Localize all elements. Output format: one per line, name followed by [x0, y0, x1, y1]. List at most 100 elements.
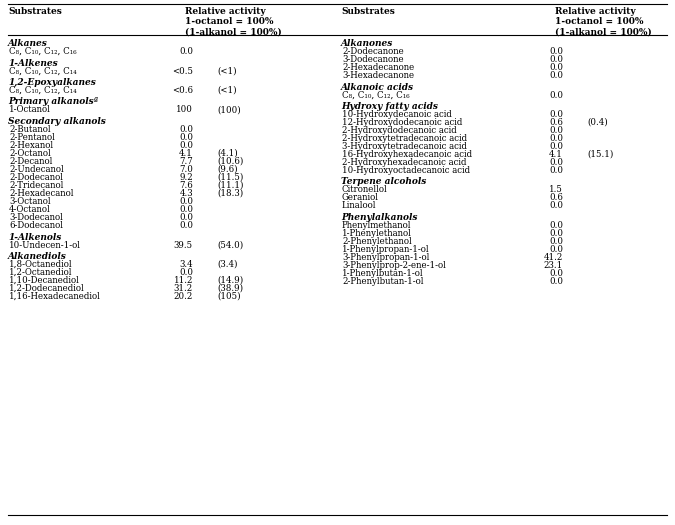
Text: 2-Octanol: 2-Octanol — [9, 149, 51, 158]
Text: 0.0: 0.0 — [179, 141, 193, 150]
Text: 2-Hydroxytetradecanoic acid: 2-Hydroxytetradecanoic acid — [342, 134, 467, 143]
Text: C₈, C₁₀, C₁₂, C₁₆: C₈, C₁₀, C₁₂, C₁₆ — [9, 47, 77, 56]
Text: 3-Hydroxytetradecanoic acid: 3-Hydroxytetradecanoic acid — [342, 142, 467, 151]
Text: 1,2-Octanediol: 1,2-Octanediol — [9, 268, 72, 277]
Text: Secondary alkanols: Secondary alkanols — [8, 117, 106, 126]
Text: 4.1: 4.1 — [179, 149, 193, 158]
Text: 1,2-Epoxyalkanes: 1,2-Epoxyalkanes — [8, 78, 96, 87]
Text: 2-Hydroxydodecanoic acid: 2-Hydroxydodecanoic acid — [342, 126, 457, 135]
Text: 3-Phenylpropan-1-ol: 3-Phenylpropan-1-ol — [342, 253, 429, 262]
Text: 0.0: 0.0 — [549, 277, 563, 286]
Text: 0.0: 0.0 — [549, 90, 563, 100]
Text: (<1): (<1) — [217, 86, 237, 95]
Text: Phenylmethanol: Phenylmethanol — [342, 221, 412, 230]
Text: 6-Dodecanol: 6-Dodecanol — [9, 221, 63, 230]
Text: 2-Tridecanol: 2-Tridecanol — [9, 181, 63, 190]
Text: 3-Dodecanone: 3-Dodecanone — [342, 55, 404, 64]
Text: 2-Phenylbutan-1-ol: 2-Phenylbutan-1-ol — [342, 277, 423, 286]
Text: 10-Hydroxydecanoic acid: 10-Hydroxydecanoic acid — [342, 110, 452, 119]
Text: 7.6: 7.6 — [180, 181, 193, 190]
Text: 0.0: 0.0 — [179, 47, 193, 56]
Text: 2-Dodecanone: 2-Dodecanone — [342, 47, 404, 56]
Text: 3-Phenylprop-2-ene-1-ol: 3-Phenylprop-2-ene-1-ol — [342, 261, 446, 270]
Text: 4.3: 4.3 — [180, 189, 193, 198]
Text: 12-Hydroxydodecanoic acid: 12-Hydroxydodecanoic acid — [342, 118, 462, 127]
Text: 11.2: 11.2 — [173, 276, 193, 285]
Text: 2-Hydroxyhexadecanoic acid: 2-Hydroxyhexadecanoic acid — [342, 158, 466, 167]
Text: 2-Butanol: 2-Butanol — [9, 125, 51, 134]
Text: Geraniol: Geraniol — [342, 194, 379, 203]
Text: 1-Alkenes: 1-Alkenes — [8, 58, 58, 68]
Text: (10.6): (10.6) — [217, 157, 244, 166]
Text: Relative activity
1-octanol = 100%
(1-alkanol = 100%): Relative activity 1-octanol = 100% (1-al… — [555, 7, 652, 37]
Text: Alkanones: Alkanones — [341, 39, 394, 48]
Text: (14.9): (14.9) — [217, 276, 243, 285]
Text: 2-Hexadecanol: 2-Hexadecanol — [9, 189, 74, 198]
Text: 0.0: 0.0 — [179, 221, 193, 230]
Text: 2-Dodecanol: 2-Dodecanol — [9, 173, 63, 182]
Text: (38.9): (38.9) — [217, 284, 243, 293]
Text: 0.0: 0.0 — [549, 55, 563, 64]
Text: C₈, C₁₀, C₁₂, C₁₄: C₈, C₁₀, C₁₂, C₁₄ — [9, 67, 77, 76]
Text: 0.0: 0.0 — [179, 213, 193, 222]
Text: Relative activity
1-octanol = 100%
(1-alkanol = 100%): Relative activity 1-octanol = 100% (1-al… — [185, 7, 281, 37]
Text: (15.1): (15.1) — [587, 150, 614, 159]
Text: 0.0: 0.0 — [179, 125, 193, 134]
Text: 2-Hexanol: 2-Hexanol — [9, 141, 53, 150]
Text: 31.2: 31.2 — [173, 284, 193, 293]
Text: 0.0: 0.0 — [549, 134, 563, 143]
Text: 1-Phenylethanol: 1-Phenylethanol — [342, 229, 412, 238]
Text: 4.1: 4.1 — [549, 150, 563, 159]
Text: 23.1: 23.1 — [544, 261, 563, 270]
Text: 0.0: 0.0 — [549, 237, 563, 246]
Text: (18.3): (18.3) — [217, 189, 243, 198]
Text: Terpene alcohols: Terpene alcohols — [341, 177, 427, 186]
Text: 9.2: 9.2 — [180, 173, 193, 182]
Text: Linalool: Linalool — [342, 202, 377, 211]
Text: 7.0: 7.0 — [179, 165, 193, 174]
Text: 0.0: 0.0 — [549, 221, 563, 230]
Text: Alkanes: Alkanes — [8, 39, 48, 48]
Text: 3-Octanol: 3-Octanol — [9, 197, 51, 206]
Text: Substrates: Substrates — [8, 7, 61, 16]
Text: 100: 100 — [176, 106, 193, 114]
Text: (11.5): (11.5) — [217, 173, 244, 182]
Text: 0.0: 0.0 — [549, 229, 563, 238]
Text: 0.0: 0.0 — [549, 158, 563, 167]
Text: 3-Hexadecanone: 3-Hexadecanone — [342, 71, 414, 80]
Text: <0.6: <0.6 — [172, 86, 193, 95]
Text: 0.0: 0.0 — [549, 47, 563, 56]
Text: 0.0: 0.0 — [549, 269, 563, 278]
Text: 1,2-Dodecanediol: 1,2-Dodecanediol — [9, 284, 85, 293]
Text: 39.5: 39.5 — [174, 240, 193, 249]
Text: <0.5: <0.5 — [172, 67, 193, 76]
Text: (100): (100) — [217, 106, 241, 114]
Text: 2-Decanol: 2-Decanol — [9, 157, 53, 166]
Text: 41.2: 41.2 — [543, 253, 563, 262]
Text: 1-Phenylbutan-1-ol: 1-Phenylbutan-1-ol — [342, 269, 424, 278]
Text: 1.5: 1.5 — [549, 185, 563, 194]
Text: 0.0: 0.0 — [549, 126, 563, 135]
Text: 10-Hydroxyoctadecanoic acid: 10-Hydroxyoctadecanoic acid — [342, 166, 470, 175]
Text: (4.1): (4.1) — [217, 149, 238, 158]
Text: 0.0: 0.0 — [549, 63, 563, 72]
Text: Citronellol: Citronellol — [342, 185, 387, 194]
Text: (3.4): (3.4) — [217, 260, 238, 269]
Text: Substrates: Substrates — [341, 7, 395, 16]
Text: 2-Pentanol: 2-Pentanol — [9, 133, 55, 142]
Text: Phenylalkanols: Phenylalkanols — [341, 213, 418, 222]
Text: C₈, C₁₀, C₁₂, C₁₄: C₈, C₁₀, C₁₂, C₁₄ — [9, 86, 77, 95]
Text: 2-Undecanol: 2-Undecanol — [9, 165, 63, 174]
Text: Primary alkanolsª: Primary alkanolsª — [8, 98, 98, 107]
Text: (9.6): (9.6) — [217, 165, 238, 174]
Text: 1,8-Octanediol: 1,8-Octanediol — [9, 260, 73, 269]
Text: C₈, C₁₀, C₁₂, C₁₆: C₈, C₁₀, C₁₂, C₁₆ — [342, 90, 410, 100]
Text: 0.0: 0.0 — [549, 110, 563, 119]
Text: 1-Octanol: 1-Octanol — [9, 106, 51, 114]
Text: 0.6: 0.6 — [549, 194, 563, 203]
Text: 3.4: 3.4 — [180, 260, 193, 269]
Text: 0.0: 0.0 — [179, 268, 193, 277]
Text: 2-Hexadecanone: 2-Hexadecanone — [342, 63, 414, 72]
Text: 4-Octanol: 4-Octanol — [9, 205, 51, 214]
Text: 1-Alkenols: 1-Alkenols — [8, 233, 61, 242]
